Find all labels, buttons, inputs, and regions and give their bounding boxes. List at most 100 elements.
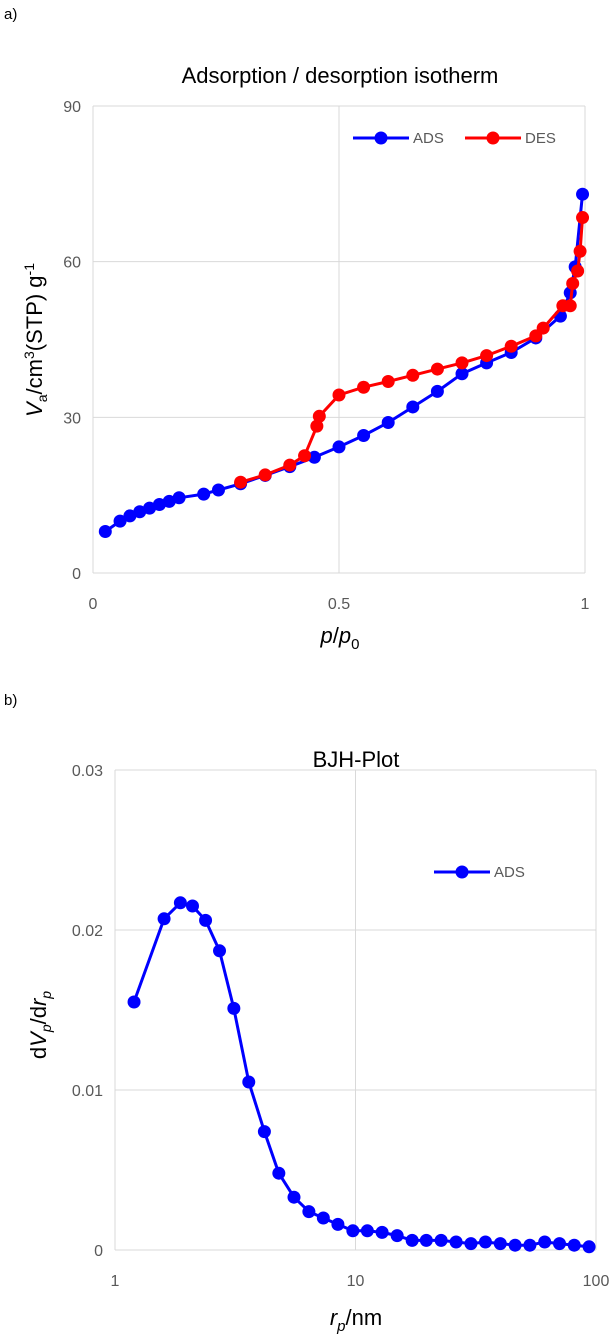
x-tick-label: 1 [111,1273,120,1290]
data-point [449,1235,463,1249]
y-tick-label: 0.03 [72,763,103,780]
x-tick-label: 0.5 [328,596,350,613]
data-point [283,458,297,472]
data-point [430,362,444,376]
series-line [132,901,590,1249]
data-point [133,505,147,519]
y-tick-labels: 0 30 60 90 [63,99,81,583]
data-point [127,995,141,1009]
data-point [538,1235,552,1249]
chart-title: BJH-Plot [313,747,400,772]
data-point [406,400,420,414]
data-point [310,419,324,433]
data-point [405,1233,419,1247]
data-point [143,501,157,515]
data-point [375,1225,389,1239]
data-point [390,1229,404,1243]
data-point [357,380,371,394]
y-tick-label: 30 [63,410,81,427]
bjh-chart: BJH-Plot 0 0.01 0.02 0.03 1 10 100 ADS dVp/dr… [26,747,610,1335]
x-axis-title: rp/nm [330,1305,382,1335]
data-point [529,329,543,343]
data-point [576,211,590,225]
x-tick-labels: 1 10 100 [111,1273,610,1290]
data-point [455,367,469,381]
y-tick-label: 0.01 [72,1083,103,1100]
data-point [480,349,494,363]
data-point [113,514,127,528]
grid [92,105,586,574]
data-point [211,483,225,497]
data-point [573,244,587,258]
data-point [346,1224,360,1238]
x-tick-label: 1 [581,596,590,613]
data-point [287,1190,301,1204]
data-point [508,1238,522,1252]
data-point [464,1237,478,1251]
data-point [162,494,176,508]
y-tick-labels: 0 0.01 0.02 0.03 [72,763,103,1260]
data-point [331,1217,345,1231]
plot-series [98,187,590,538]
data-point [123,509,137,523]
data-point [455,356,469,370]
series-ads [127,896,596,1254]
data-point [332,440,346,454]
legend-item-ads: ADS [353,130,444,147]
data-point [307,450,321,464]
data-point [173,896,187,910]
data-point [504,339,518,353]
data-point [199,913,213,927]
legend: ADS [434,864,525,881]
y-tick-label: 60 [63,255,81,272]
x-tick-labels: 0 0.5 1 [89,596,590,613]
isotherm-chart: Adsorption / desorption isotherm 0 30 60 90… [21,63,590,650]
data-point [360,1224,374,1238]
data-point [152,498,166,512]
data-point [316,1211,330,1225]
plot-series [127,896,596,1254]
data-point [172,491,186,505]
data-point [552,1237,566,1251]
legend-label: DES [525,130,556,147]
y-tick-label: 0 [72,566,81,583]
legend-label: ADS [413,130,444,147]
x-tick-label: 10 [347,1273,365,1290]
grid [114,769,597,1251]
data-point [478,1235,492,1249]
series-ads [98,187,590,538]
data-point [406,368,420,382]
data-point [493,1237,507,1251]
data-point [227,1001,241,1015]
data-point [332,388,346,402]
data-point [302,1205,316,1219]
data-point [312,409,326,423]
y-axis-title: Va/cm3(STP) g-1 [21,263,50,417]
data-point [381,375,395,389]
data-point [98,524,112,538]
data-point [272,1166,286,1180]
data-point [357,428,371,442]
data-point [566,276,580,290]
data-point [381,416,395,430]
data-point [197,487,211,501]
data-point [234,475,248,489]
data-point [257,1125,271,1139]
x-tick-label: 0 [89,596,98,613]
panel-b-label: b) [4,692,18,709]
legend-item-ads: ADS [434,864,525,881]
data-point [567,1238,581,1252]
legend: ADS DES [353,130,556,147]
y-tick-label: 90 [63,99,81,116]
data-point [582,1240,596,1254]
data-point [242,1075,256,1089]
data-point [258,468,272,482]
data-point [556,299,570,313]
x-axis-title: p/p0 [320,623,360,650]
y-tick-label: 0 [94,1243,103,1260]
legend-item-des: DES [465,130,556,147]
legend-swatch-marker [486,131,500,145]
data-point [576,187,590,201]
series-line [104,194,584,533]
data-point [430,384,444,398]
